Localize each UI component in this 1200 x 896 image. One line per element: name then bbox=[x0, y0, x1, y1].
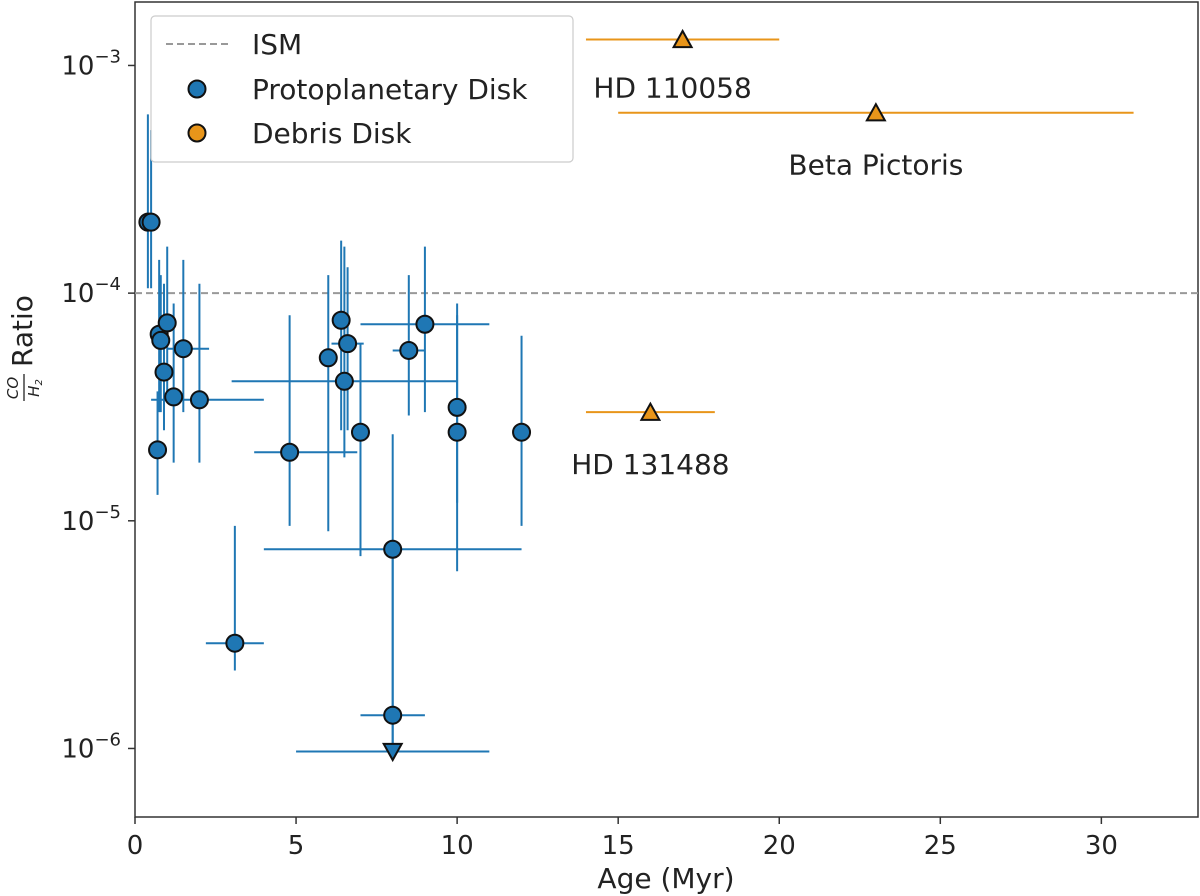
protoplanetary-point bbox=[318, 348, 338, 368]
x-tick-label: 15 bbox=[602, 831, 635, 861]
debris-annotation: HD 110058 bbox=[593, 72, 751, 105]
protoplanetary-point bbox=[399, 340, 419, 360]
protoplanetary-point bbox=[383, 705, 403, 725]
upper-limit-marker bbox=[381, 742, 404, 763]
protoplanetary-point bbox=[280, 442, 300, 462]
x-tick-label: 25 bbox=[924, 831, 957, 861]
debris-annotation: HD 131488 bbox=[571, 448, 729, 481]
legend-ism-label: ISM bbox=[252, 28, 302, 61]
y-axis-label-fraction-numerator: CO bbox=[4, 377, 22, 399]
protoplanetary-point bbox=[415, 314, 435, 334]
debris-point bbox=[671, 28, 694, 49]
protoplanetary-point bbox=[383, 539, 403, 559]
legend-debris-label: Debris Disk bbox=[252, 117, 412, 150]
protoplanetary-point bbox=[512, 422, 532, 442]
data-markers bbox=[138, 28, 887, 763]
protoplanetary-point bbox=[141, 212, 161, 232]
x-axis-ticks: 0 5 10 15 20 25 30 bbox=[127, 817, 1118, 861]
protoplanetary-point bbox=[350, 422, 370, 442]
protoplanetary-point bbox=[151, 330, 171, 350]
y-tick-label: 10−4 bbox=[61, 274, 121, 309]
point-annotations: HD 110058 Beta Pictoris HD 131488 bbox=[571, 72, 963, 482]
protoplanetary-point bbox=[225, 633, 245, 653]
y-axis-label-fraction-denominator: H2 bbox=[25, 379, 45, 397]
y-tick-label: 10−3 bbox=[61, 46, 121, 81]
protoplanetary-point bbox=[331, 310, 351, 330]
debris-annotation: Beta Pictoris bbox=[788, 149, 963, 182]
x-tick-label: 30 bbox=[1085, 831, 1118, 861]
y-axis-ticks: 10−6 10−5 10−4 10−3 bbox=[61, 46, 135, 764]
legend: ISM Protoplanetary Disk Debris Disk bbox=[150, 15, 574, 163]
x-axis-label: Age (Myr) bbox=[597, 862, 734, 895]
protoplanetary-point bbox=[334, 371, 354, 391]
debris-point bbox=[865, 102, 887, 122]
protoplanetary-point bbox=[189, 390, 209, 410]
legend-frame bbox=[150, 15, 574, 163]
x-tick-label: 20 bbox=[763, 831, 796, 861]
protoplanetary-point bbox=[157, 313, 177, 333]
protoplanetary-point bbox=[164, 387, 184, 407]
x-tick-label: 0 bbox=[127, 831, 144, 861]
protoplanetary-point bbox=[447, 397, 467, 417]
y-tick-label: 10−6 bbox=[61, 729, 121, 764]
protoplanetary-point bbox=[338, 334, 358, 354]
protoplanetary-point bbox=[447, 422, 467, 442]
protoplanetary-point bbox=[154, 362, 174, 382]
legend-protoplanetary-marker bbox=[187, 79, 207, 99]
debris-point bbox=[639, 401, 662, 421]
protoplanetary-point bbox=[173, 339, 193, 359]
legend-debris-marker bbox=[187, 123, 207, 143]
y-tick-label: 10−5 bbox=[61, 502, 121, 537]
x-tick-label: 10 bbox=[441, 831, 474, 861]
protoplanetary-point bbox=[148, 440, 168, 460]
y-axis-label-text: Ratio bbox=[6, 295, 39, 367]
legend-protoplanetary-label: Protoplanetary Disk bbox=[252, 73, 528, 106]
y-axis-label: CO H2 Ratio bbox=[4, 295, 45, 401]
x-tick-label: 5 bbox=[288, 831, 305, 861]
plot-area bbox=[134, 1, 1199, 818]
